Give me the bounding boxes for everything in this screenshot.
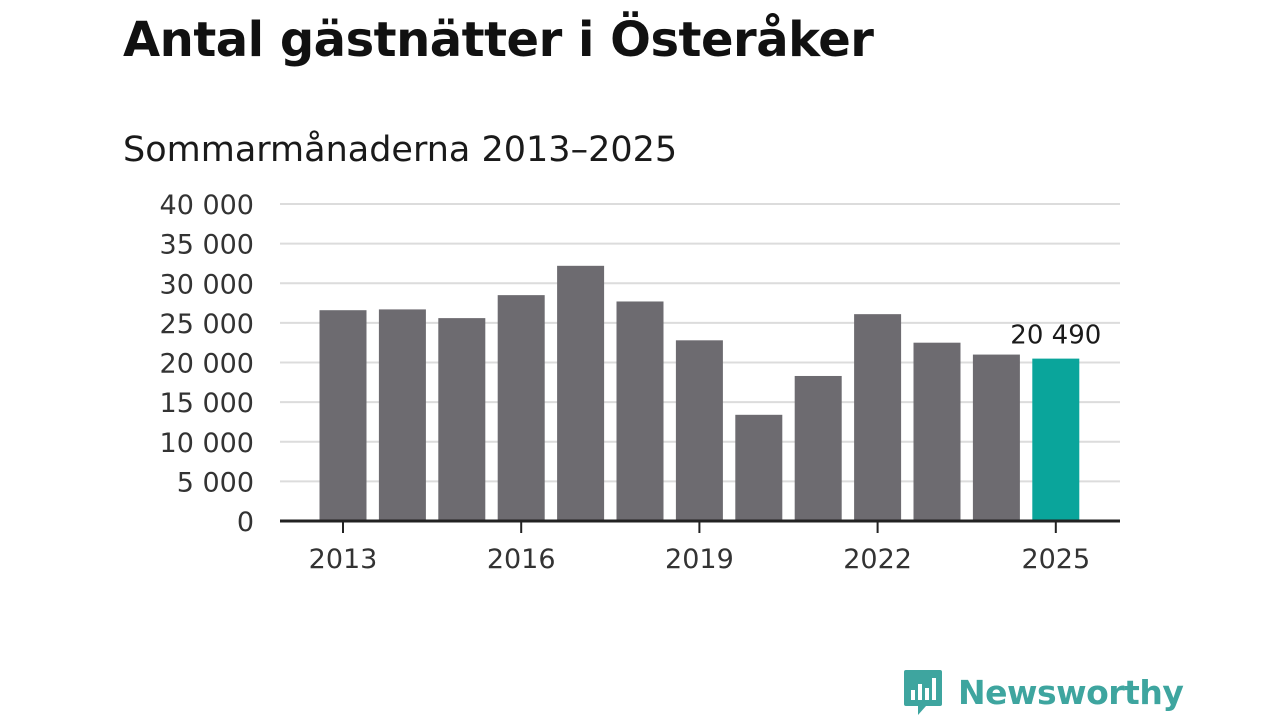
x-tick-label: 2025 [1021, 544, 1090, 575]
x-tick-label: 2022 [843, 544, 912, 575]
bar [913, 342, 961, 521]
bar [972, 354, 1020, 521]
bar [319, 310, 367, 521]
y-tick-label: 10 000 [160, 428, 254, 459]
bar [794, 375, 842, 521]
y-tick-label: 25 000 [160, 309, 254, 340]
x-tick-label: 2013 [309, 544, 378, 575]
bar [854, 314, 902, 521]
y-tick-label: 20 000 [160, 349, 254, 380]
bar [497, 295, 545, 521]
bar-highlight [1032, 358, 1080, 521]
chart-subtitle: Sommarmånaderna 2013–2025 [123, 130, 678, 170]
y-tick-label: 40 000 [160, 190, 254, 221]
newsworthy-logo: Newsworthy [902, 668, 1184, 716]
y-tick-label: 5 000 [177, 467, 254, 498]
data-label: 20 490 [1010, 321, 1101, 351]
y-tick-label: 0 [237, 507, 254, 538]
brand-name: Newsworthy [958, 672, 1184, 712]
y-tick-label: 30 000 [160, 269, 254, 300]
bar [557, 265, 605, 521]
chart-title: Antal gästnätter i Österåker [123, 12, 874, 68]
y-tick-label: 15 000 [160, 388, 254, 419]
bar [616, 301, 664, 521]
bar [378, 309, 426, 521]
bar [675, 340, 723, 521]
x-tick-label: 2019 [665, 544, 734, 575]
x-tick-label: 2016 [487, 544, 556, 575]
bar-chart-speech-bubble-icon [904, 670, 942, 715]
bar [735, 414, 783, 521]
bar [438, 318, 486, 521]
y-tick-label: 35 000 [160, 230, 254, 261]
